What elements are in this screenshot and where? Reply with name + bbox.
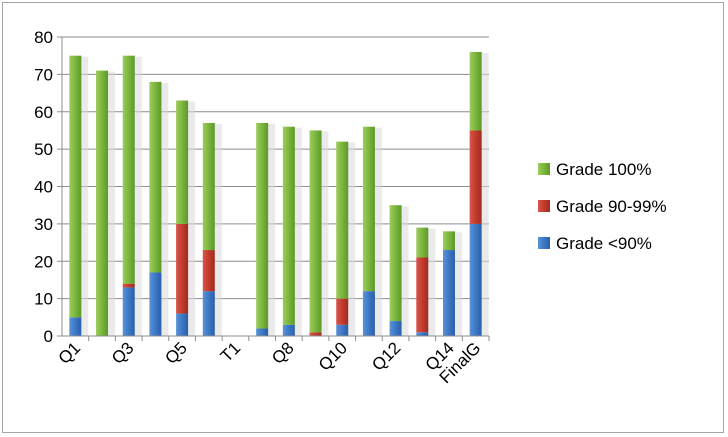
axes [57, 36, 490, 341]
bar-grade-100-q1 [69, 55, 82, 318]
bar-grade-100-q12 [389, 205, 402, 322]
chart-frame: 0 10 20 30 40 50 60 70 80 Q1 Q3 Q5 T1 Q8 Q10 Q12 Q14 Fin… [2, 2, 724, 433]
bar-grade-100-q3 [122, 55, 135, 284]
y-tick-label: 30 [34, 215, 53, 234]
legend-label-grade-100: Grade 100% [556, 160, 651, 179]
y-tick-label: 40 [34, 178, 53, 197]
bar-grade-90-q5 [176, 313, 189, 336]
bar-grade-90-q7 [256, 328, 269, 336]
x-tick-label: Q10 [315, 338, 351, 374]
x-tick-label: Q8 [268, 338, 297, 367]
x-tick-label: Q12 [368, 338, 404, 374]
bar-grade-90-q12 [389, 321, 402, 336]
y-tick-label: 70 [34, 65, 53, 84]
bar-grade-100-finalg [469, 51, 482, 131]
bar-grade-100-q4 [149, 81, 162, 273]
bar-grade-100-q7 [256, 122, 269, 329]
bar-grade-100-q13 [416, 227, 429, 258]
bar-grade-100-q8 [282, 126, 295, 325]
y-tick-label: 10 [34, 290, 53, 309]
bar-grade-90-q10 [336, 324, 349, 336]
x-tick-label: Q3 [108, 338, 137, 367]
bar-grade-90-q1 [69, 317, 82, 336]
legend-label-grade-90: Grade <90% [556, 234, 652, 253]
bar-grade-100-q14 [442, 231, 455, 251]
y-tick-label: 60 [34, 103, 53, 122]
bar-grade-100-q6 [202, 122, 215, 251]
legend-swatch-grade-90 [538, 237, 550, 249]
bar-grade-90-99-q10 [336, 298, 349, 325]
legend: Grade 100% Grade 90-99% Grade <90% [538, 160, 667, 253]
bar-grade-90-99-q5 [176, 223, 189, 314]
legend-swatch-grade-100 [538, 163, 550, 175]
x-tick-label: T1 [217, 338, 244, 365]
bar-grade-90-99-q6 [202, 250, 215, 292]
bar-grade-100-q5 [176, 100, 189, 224]
bar-grade-90-q11 [362, 291, 375, 336]
bar-grade-90-q13 [416, 332, 429, 336]
x-tick-label: Q1 [55, 338, 84, 367]
y-axis-tick-labels: 0 10 20 30 40 50 60 70 80 [34, 28, 53, 346]
bar-grade-90-q4 [149, 272, 162, 336]
x-tick-label: Q5 [161, 338, 190, 367]
y-tick-label: 80 [34, 28, 53, 47]
y-tick-label: 50 [34, 140, 53, 159]
bar-grade-90-99-q13 [416, 257, 429, 333]
bars [69, 51, 482, 336]
bar-grade-100-q10 [336, 141, 349, 299]
bar-grade-90-q3 [122, 287, 135, 336]
bar-grade-90-finalg [469, 223, 482, 336]
bar-grade-100-q9 [309, 130, 322, 333]
bar-grade-100-q11 [362, 126, 375, 292]
bar-grade-100-q2 [96, 70, 109, 336]
bar-grade-90-q8 [282, 324, 295, 336]
y-tick-label: 20 [34, 252, 53, 271]
bar-grade-90-99-q3 [122, 283, 135, 288]
bar-grade-90-q14 [442, 250, 455, 336]
legend-swatch-grade-90-99 [538, 200, 550, 212]
bar-grade-90-q6 [202, 291, 215, 336]
bar-grade-90-99-finalg [469, 130, 482, 224]
y-tick-label: 0 [44, 327, 53, 346]
bar-grade-90-99-q9 [309, 332, 322, 336]
legend-label-grade-90-99: Grade 90-99% [556, 197, 667, 216]
